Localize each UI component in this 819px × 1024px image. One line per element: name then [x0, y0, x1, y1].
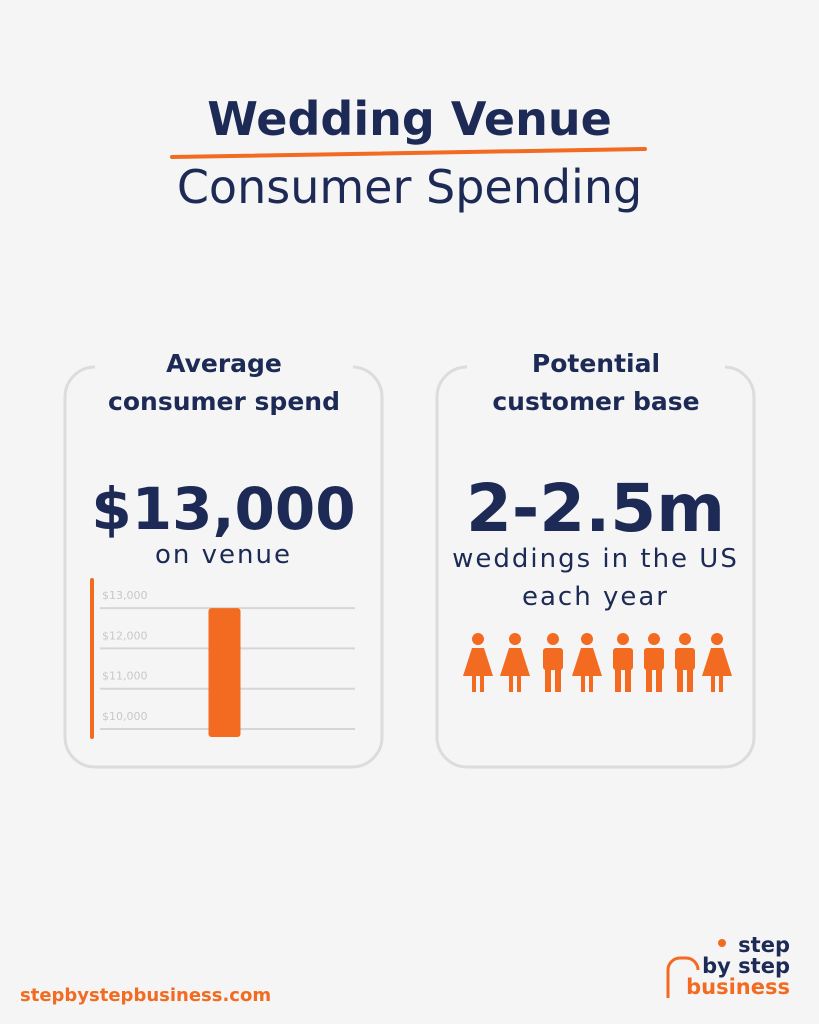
person-head	[581, 633, 593, 645]
person-leg	[656, 668, 662, 692]
person-icon	[543, 633, 563, 692]
person-leg	[719, 674, 723, 692]
person-body	[702, 648, 732, 676]
person-head	[648, 633, 660, 645]
person-leg	[509, 674, 513, 692]
person-icon	[572, 633, 602, 692]
logo-text: step by step business	[680, 935, 790, 998]
title-line-1: Wedding Venue	[207, 92, 612, 146]
card-caption: on venue	[155, 540, 292, 570]
person-leg	[581, 674, 585, 692]
person-leg	[625, 668, 631, 692]
person-head	[617, 633, 629, 645]
person-body	[463, 648, 493, 676]
card-heading: Average consumer spend	[108, 349, 340, 416]
person-icon	[500, 633, 530, 692]
person-body	[500, 648, 530, 676]
card-value: $13,000	[91, 475, 356, 543]
bar	[208, 608, 241, 737]
title-line-2: Consumer Spending	[176, 160, 643, 214]
person-leg	[589, 674, 593, 692]
person-leg	[517, 674, 521, 692]
person-leg	[555, 668, 561, 692]
logo-mark	[666, 939, 726, 998]
person-head	[711, 633, 723, 645]
people-icons	[463, 633, 732, 692]
title-underline	[170, 147, 647, 159]
y-tick-label: $13,000	[102, 589, 148, 602]
person-icon	[675, 633, 695, 692]
person-body	[543, 648, 563, 670]
card-heading: Potential customer base	[492, 349, 700, 416]
person-head	[547, 633, 559, 645]
person-head	[472, 633, 484, 645]
person-leg	[687, 668, 693, 692]
person-body	[572, 648, 602, 676]
person-head	[679, 633, 691, 645]
y-tick-label: $12,000	[102, 629, 148, 642]
person-icon	[613, 633, 633, 692]
logo-word: step	[738, 933, 790, 957]
logo-word: business	[686, 975, 790, 999]
person-leg	[677, 668, 683, 692]
person-head	[509, 633, 521, 645]
person-leg	[615, 668, 621, 692]
logo-word: by step	[702, 954, 790, 978]
person-body	[613, 648, 633, 670]
footer-url: stepbystepbusiness.com	[20, 985, 272, 1006]
card-frame-gap	[467, 355, 725, 380]
person-leg	[480, 674, 484, 692]
person-body	[675, 648, 695, 670]
person-leg	[711, 674, 715, 692]
y-tick-label: $11,000	[102, 670, 148, 683]
card-value: 2-2.5m	[465, 470, 725, 547]
person-icon	[463, 633, 493, 692]
person-leg	[646, 668, 652, 692]
person-icon	[702, 633, 732, 692]
card-caption: weddings in the US each year	[452, 544, 739, 612]
person-body	[644, 648, 664, 670]
person-leg	[545, 668, 551, 692]
card-frame-gap	[95, 355, 353, 380]
person-leg	[472, 674, 476, 692]
y-tick-label: $10,000	[102, 710, 148, 723]
person-icon	[644, 633, 664, 692]
